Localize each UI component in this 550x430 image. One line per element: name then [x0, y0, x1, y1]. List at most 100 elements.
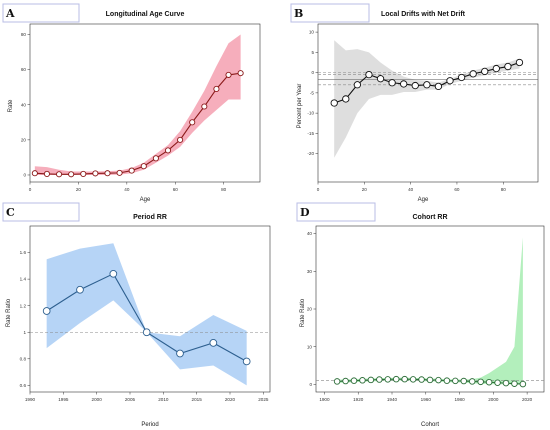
- x-tick-label: 40: [408, 187, 414, 192]
- data-point: [477, 378, 484, 386]
- data-point: [367, 376, 375, 384]
- panel-c-label: C: [6, 206, 15, 219]
- y-tick-label: 5: [311, 50, 314, 55]
- x-tick-label: 2015: [192, 397, 203, 402]
- x-tick-label: 1995: [58, 397, 69, 402]
- data-point: [109, 269, 118, 278]
- x-tick-label: 1920: [353, 397, 364, 402]
- data-point: [177, 136, 184, 143]
- confidence-band: [34, 34, 241, 175]
- data-point: [68, 171, 75, 178]
- data-point: [515, 58, 524, 67]
- data-point: [511, 380, 518, 387]
- data-point: [460, 377, 468, 385]
- y-tick-label: 0.6: [20, 383, 27, 388]
- x-tick-label: 2010: [158, 397, 169, 402]
- data-point: [242, 357, 251, 366]
- data-point: [434, 82, 443, 91]
- data-point: [31, 170, 38, 177]
- y-tick-label: -5: [310, 90, 315, 95]
- x-tick-label: 60: [454, 187, 460, 192]
- panel-d: D Cohort RR 1900 1920 1940 1960 1980 2000 2020…: [296, 202, 545, 428]
- panel-b-ylabel: Percent per Year: [297, 84, 303, 129]
- panel-d-plot: 1900 1920 1940 1960 1980 2000 2020 0 10 20 30 40: [307, 225, 545, 402]
- plot-frame: [29, 23, 261, 183]
- y-tick-label: 0: [23, 173, 26, 178]
- data-point: [494, 379, 501, 387]
- x-tick-label: 1990: [25, 397, 36, 402]
- x-tick-label: 2005: [125, 397, 136, 402]
- panel-b: B Local Drifts with Net Drift 0 20 40 60 80 -…: [290, 3, 539, 203]
- panel-c-label-box: [2, 202, 80, 222]
- data-point: [401, 375, 408, 383]
- data-point: [481, 67, 489, 76]
- x-tick-label: 40: [124, 187, 130, 192]
- data-point: [142, 328, 151, 337]
- data-point: [330, 99, 338, 107]
- data-point: [457, 73, 466, 82]
- x-tick-label: 20: [76, 187, 82, 192]
- panel-c: C Period RR 1990 1995 2000 2005 2010 2015 2020…: [2, 202, 271, 428]
- data-point: [76, 285, 84, 294]
- x-tick-label: 2000: [488, 397, 499, 402]
- data-point: [92, 170, 99, 177]
- data-point: [176, 349, 184, 358]
- data-point: [359, 377, 366, 384]
- data-point: [400, 80, 408, 88]
- confidence-band: [46, 243, 247, 386]
- y-tick-label: 60: [21, 67, 27, 72]
- data-point: [388, 79, 396, 87]
- y-tick-label: -15: [307, 131, 314, 136]
- data-point: [502, 379, 510, 387]
- y-tick-label: 40: [21, 102, 27, 107]
- x-tick-label: 20: [362, 187, 368, 192]
- data-point: [452, 377, 459, 385]
- data-point: [485, 378, 493, 386]
- y-tick-label: 20: [21, 137, 27, 142]
- data-point: [225, 71, 232, 78]
- y-tick-label: 40: [307, 231, 313, 236]
- panel-a-title: Longitudinal Age Curve: [106, 11, 185, 18]
- data-point: [56, 171, 63, 178]
- panel-c-title: Period RR: [133, 214, 167, 221]
- y-tick-label: 10: [307, 344, 313, 349]
- panel-d-xlabel: Cohort: [421, 422, 439, 428]
- x-tick-label: 80: [221, 187, 227, 192]
- y-tick-label: -20: [307, 151, 314, 156]
- x-tick-label: 2000: [92, 397, 103, 402]
- panel-c-plot: 1990 1995 2000 2005 2010 2015 2020 2025 0.6 0.8 1 1…: [20, 225, 271, 402]
- data-point: [189, 119, 196, 126]
- panel-a-ylabel: Rate: [8, 99, 14, 112]
- data-point: [213, 85, 220, 93]
- data-point: [411, 81, 419, 90]
- y-tick-label: 0: [309, 382, 312, 387]
- data-point: [43, 170, 50, 177]
- data-point: [446, 77, 454, 85]
- data-point: [519, 380, 527, 388]
- data-point: [392, 375, 400, 383]
- data-point: [418, 376, 425, 383]
- y-tick-label: 20: [307, 307, 313, 312]
- data-point: [353, 81, 362, 89]
- y-tick-label: 1: [23, 330, 26, 335]
- data-point: [504, 62, 512, 71]
- data-point: [116, 169, 123, 176]
- panel-a-plot: 0 20 40 60 80 0 20 40 60 80: [21, 23, 261, 192]
- data-point: [426, 376, 434, 384]
- panel-a-label-box: [2, 3, 80, 23]
- panel-b-label-box: [290, 3, 370, 23]
- y-tick-label: 1.4: [20, 277, 27, 282]
- x-tick-label: 1980: [454, 397, 465, 402]
- data-point: [350, 377, 358, 384]
- data-point: [104, 170, 111, 177]
- data-point: [365, 70, 373, 79]
- x-tick-label: 0: [317, 187, 320, 192]
- data-point: [128, 167, 135, 174]
- y-tick-label: 80: [21, 32, 27, 37]
- panel-d-label-box: [296, 202, 376, 222]
- x-tick-label: 60: [173, 187, 179, 192]
- data-point: [164, 147, 172, 154]
- data-point: [42, 307, 51, 315]
- x-tick-label: 0: [29, 187, 32, 192]
